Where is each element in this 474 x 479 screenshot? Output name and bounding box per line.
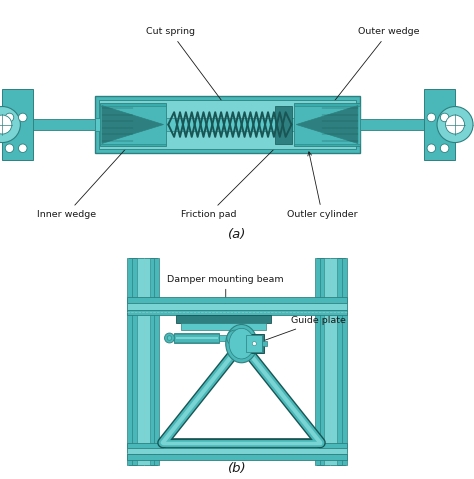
- Text: Outler cylinder: Outler cylinder: [287, 152, 357, 219]
- Text: (b): (b): [228, 462, 246, 476]
- Bar: [129, 258, 157, 465]
- Bar: [137, 258, 150, 465]
- Polygon shape: [102, 105, 164, 144]
- Ellipse shape: [226, 324, 257, 363]
- Circle shape: [18, 144, 27, 152]
- Bar: [127, 454, 347, 459]
- Bar: [100, 105, 166, 144]
- Bar: [127, 303, 347, 310]
- Text: Guide plate: Guide plate: [259, 316, 346, 343]
- Circle shape: [427, 144, 436, 152]
- Bar: [324, 258, 337, 465]
- Circle shape: [18, 113, 27, 122]
- Bar: [99, 100, 356, 149]
- Bar: [246, 335, 262, 352]
- Circle shape: [5, 144, 14, 152]
- Bar: [174, 333, 219, 343]
- Circle shape: [440, 113, 449, 122]
- Bar: [245, 334, 264, 353]
- Ellipse shape: [229, 328, 254, 359]
- Bar: [275, 105, 292, 144]
- Circle shape: [427, 113, 436, 122]
- Bar: [315, 258, 320, 465]
- Bar: [174, 334, 219, 342]
- Bar: [342, 258, 347, 465]
- Bar: [170, 336, 181, 340]
- Bar: [294, 105, 360, 144]
- Bar: [127, 310, 347, 316]
- Bar: [95, 96, 360, 153]
- Text: Outer wedge: Outer wedge: [329, 27, 419, 107]
- Bar: [176, 337, 218, 339]
- Polygon shape: [296, 105, 358, 144]
- Text: Cut spring: Cut spring: [146, 27, 228, 109]
- Circle shape: [437, 106, 473, 143]
- Bar: [154, 258, 159, 465]
- Bar: [95, 118, 360, 131]
- Circle shape: [446, 115, 465, 134]
- Circle shape: [5, 113, 14, 122]
- Bar: [127, 297, 347, 303]
- Bar: [2, 89, 33, 160]
- Text: Friction pad: Friction pad: [181, 144, 279, 219]
- Bar: [181, 323, 266, 330]
- Bar: [127, 448, 347, 454]
- Circle shape: [164, 333, 174, 343]
- Circle shape: [252, 342, 256, 346]
- Bar: [424, 89, 455, 160]
- Text: Damper mounting beam: Damper mounting beam: [167, 275, 284, 312]
- Bar: [219, 335, 232, 341]
- Circle shape: [440, 144, 449, 152]
- Circle shape: [0, 106, 20, 143]
- Text: (a): (a): [228, 228, 246, 241]
- Bar: [360, 119, 424, 130]
- Bar: [317, 258, 345, 465]
- Ellipse shape: [227, 330, 243, 346]
- Bar: [262, 341, 267, 346]
- Circle shape: [167, 336, 172, 340]
- Bar: [294, 103, 360, 146]
- Bar: [100, 103, 166, 146]
- Text: Inner wedge: Inner wedge: [37, 144, 130, 219]
- Bar: [33, 119, 95, 130]
- Bar: [127, 258, 132, 465]
- Bar: [176, 316, 271, 323]
- Bar: [127, 443, 347, 448]
- Circle shape: [0, 115, 12, 134]
